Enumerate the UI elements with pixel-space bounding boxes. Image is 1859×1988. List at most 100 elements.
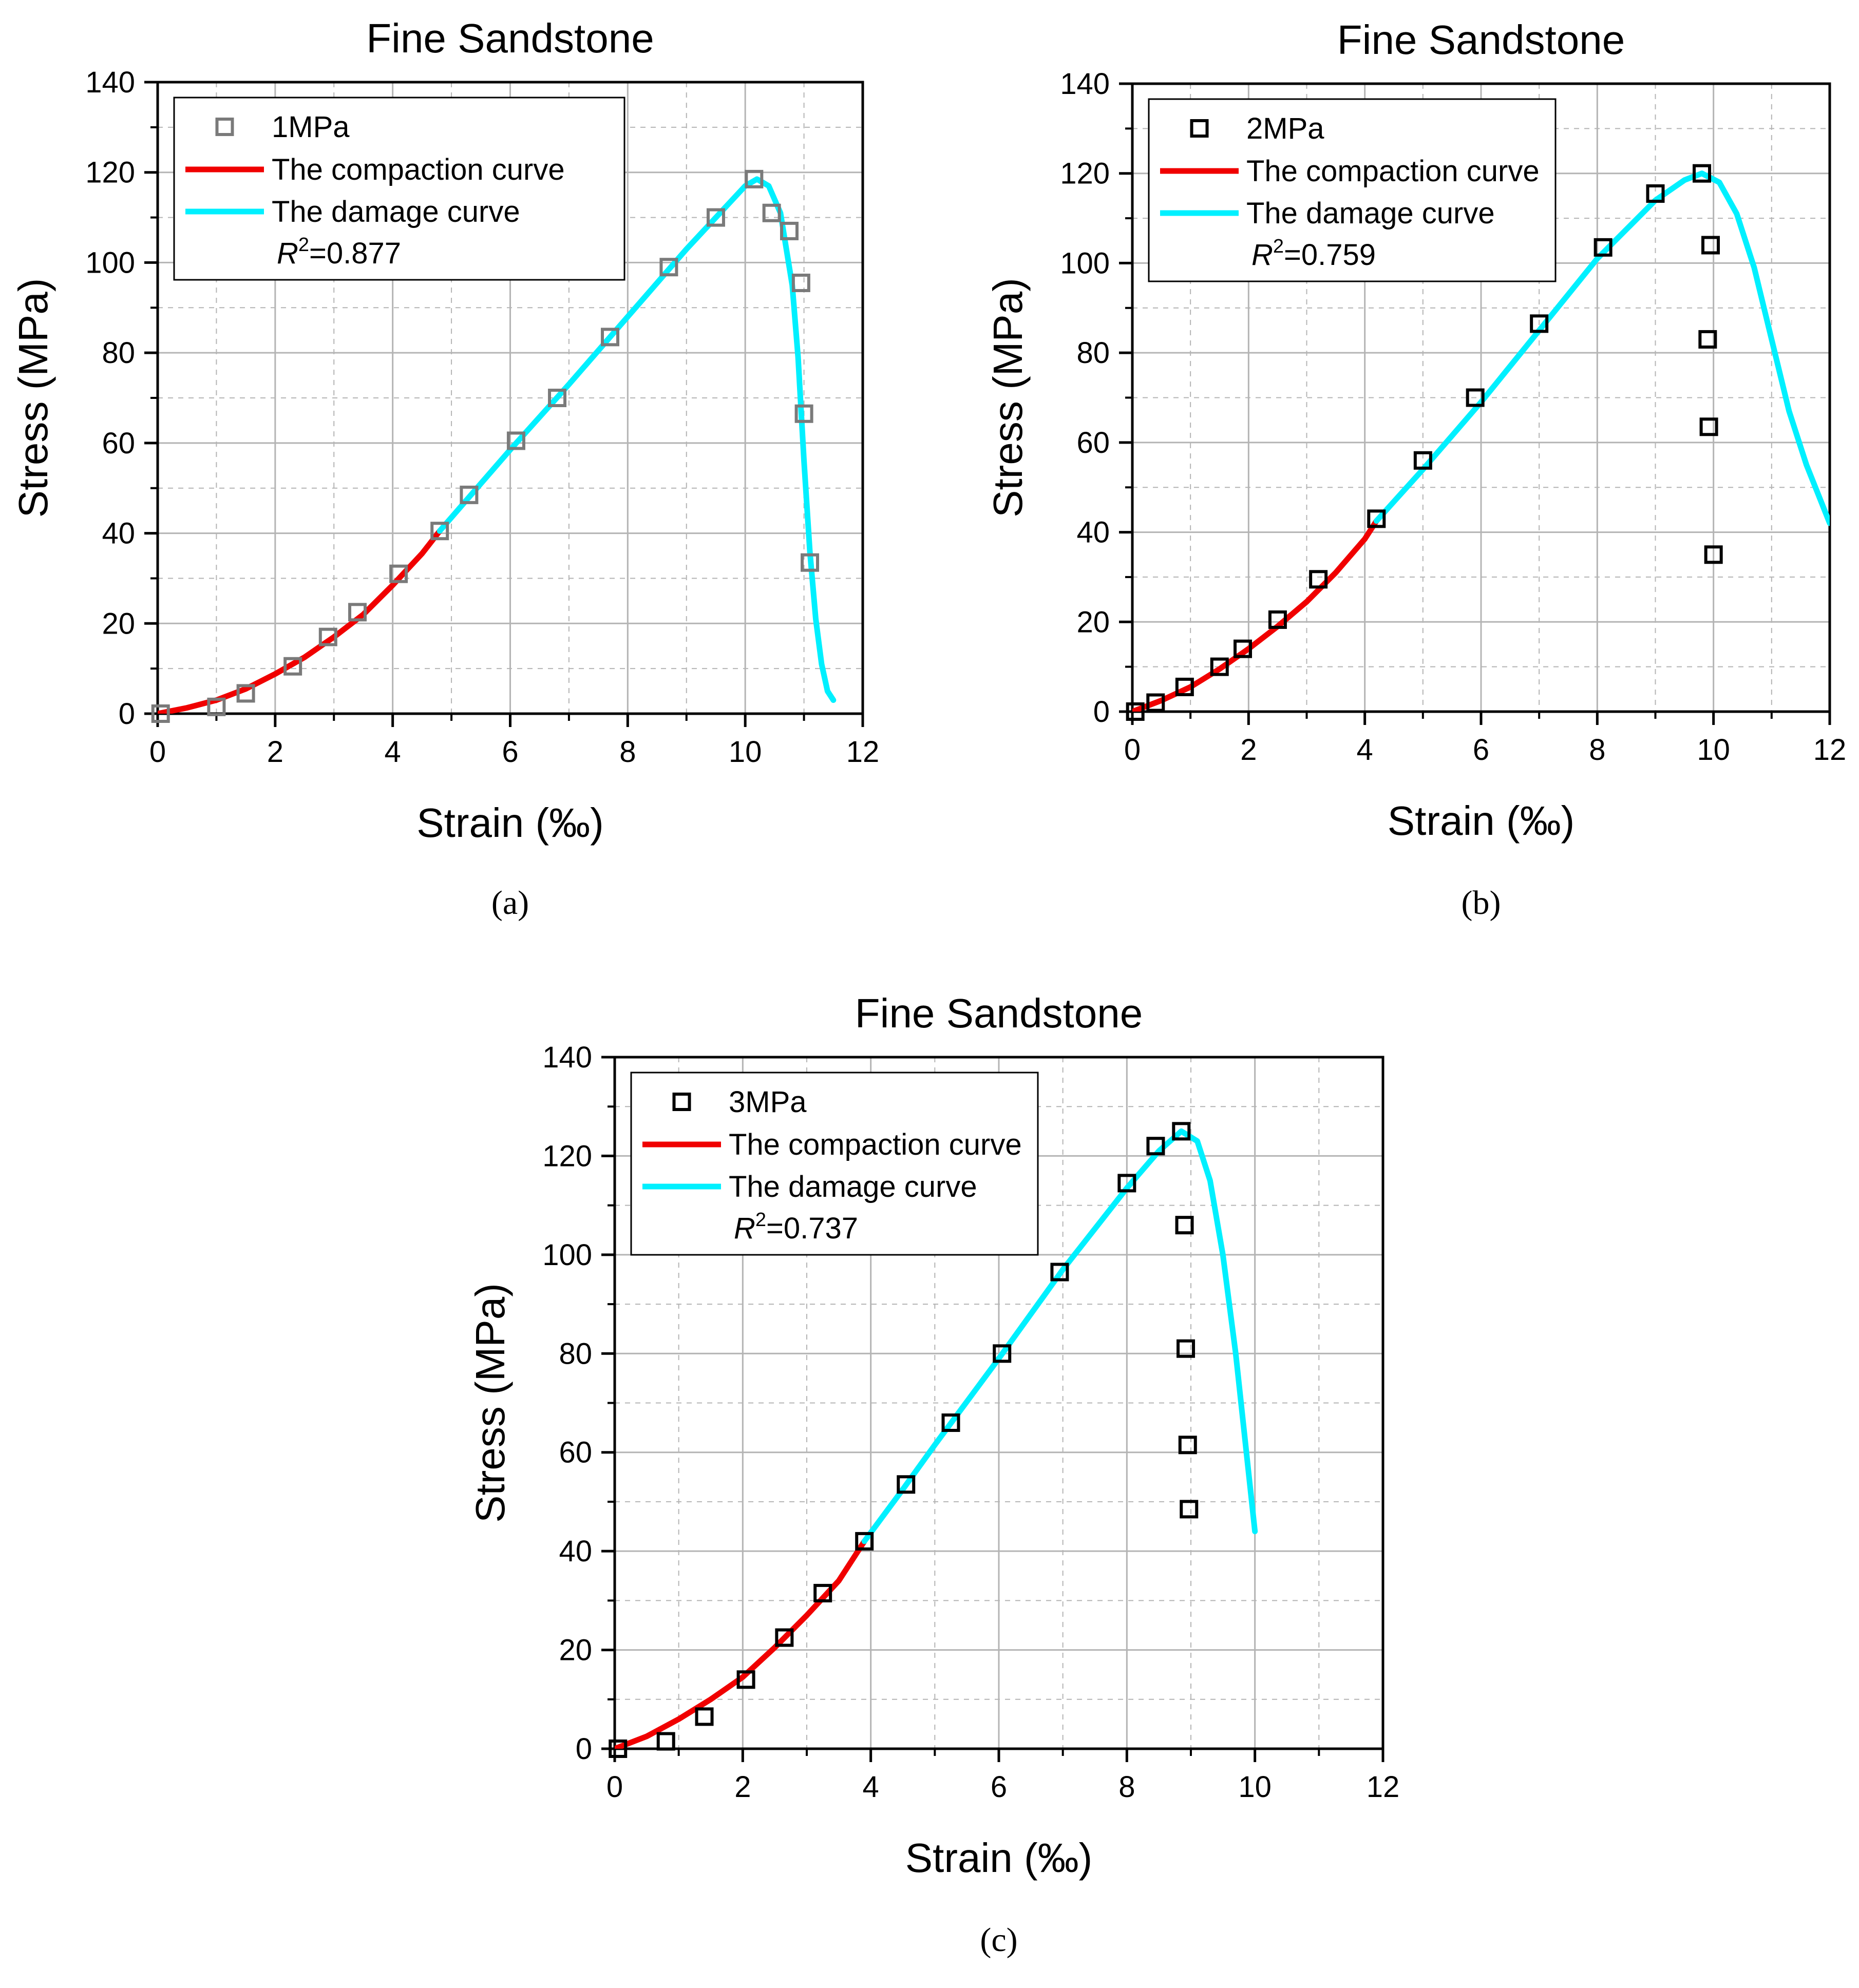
legend-marker-icon	[1190, 119, 1209, 138]
legend-marker-label: 3MPa	[729, 1085, 807, 1119]
data-point	[794, 404, 813, 423]
data-point	[1126, 702, 1145, 721]
y-tick-label: 40	[1076, 516, 1110, 549]
y-tick-label: 140	[85, 66, 135, 99]
data-point	[775, 1628, 794, 1647]
y-tick-label: 60	[1076, 426, 1110, 460]
y-tick-label: 100	[85, 246, 135, 279]
x-tick-label: 2	[1240, 733, 1257, 767]
legend-box	[173, 97, 625, 281]
panel-caption: (c)	[980, 1921, 1017, 1959]
legend-r2-annotation: R2=0.877	[277, 234, 401, 270]
legend-r2-annotation: R2=0.737	[734, 1209, 858, 1245]
x-tick-label: 2	[734, 1770, 751, 1804]
x-tick-label: 10	[1238, 1770, 1272, 1804]
data-point	[348, 603, 367, 622]
legend: 2MPa The compaction curve The damage curve…	[1148, 98, 1557, 282]
chart-title: Fine Sandstone	[1337, 17, 1625, 63]
data-point	[151, 704, 170, 723]
data-point	[1466, 388, 1485, 407]
data-point	[1693, 164, 1712, 183]
scatter-series-a	[151, 169, 820, 723]
panel-caption: (a)	[491, 884, 529, 922]
x-tick-label: 8	[1589, 733, 1605, 767]
x-tick-label: 2	[267, 735, 283, 769]
data-point	[1146, 1137, 1165, 1156]
x-tick-label: 6	[991, 1770, 1007, 1804]
legend-compaction-label: The compaction curve	[272, 153, 565, 186]
legend-r2-annotation: R2=0.759	[1251, 236, 1376, 272]
legend: 3MPa The compaction curve The damage curve…	[630, 1072, 1039, 1256]
data-point	[389, 564, 408, 583]
chart-title: Fine Sandstone	[366, 15, 654, 61]
y-tick-label: 60	[102, 427, 135, 460]
y-tick-label: 20	[559, 1634, 592, 1667]
data-point	[1268, 610, 1287, 629]
x-tick-label: 12	[1367, 1770, 1400, 1804]
legend-damage-label: The damage curve	[729, 1170, 977, 1203]
data-point	[318, 627, 337, 646]
y-tick-label: 20	[102, 607, 135, 640]
data-point	[1180, 1500, 1199, 1519]
y-tick-label: 140	[542, 1041, 592, 1074]
legend-marker-icon	[215, 118, 234, 136]
compaction-curve	[158, 528, 443, 714]
data-point	[1117, 1174, 1136, 1193]
y-tick-label: 80	[559, 1337, 592, 1370]
data-point	[791, 273, 810, 292]
x-tick-label: 0	[149, 735, 166, 769]
y-tick-label: 0	[576, 1732, 592, 1766]
x-tick-label: 10	[729, 735, 762, 769]
y-tick-label: 120	[542, 1139, 592, 1173]
data-point	[993, 1344, 1012, 1363]
legend: 1MPa The compaction curve The damage curve…	[173, 97, 625, 281]
data-point	[1210, 657, 1229, 676]
y-tick-label: 60	[559, 1436, 592, 1469]
data-point	[801, 553, 820, 572]
legend-box	[630, 1072, 1039, 1256]
x-tick-label: 10	[1697, 733, 1730, 767]
data-point	[1530, 314, 1549, 333]
data-point	[1050, 1263, 1069, 1282]
y-tick-label: 120	[1060, 157, 1110, 190]
data-point	[745, 169, 764, 188]
data-point	[1367, 509, 1386, 528]
data-point	[1701, 236, 1720, 255]
legend-compaction-label: The compaction curve	[1246, 155, 1540, 188]
x-axis-label: Strain (‰)	[905, 1835, 1093, 1881]
data-point	[1172, 1122, 1191, 1141]
x-tick-label: 8	[619, 735, 636, 769]
data-point	[1177, 1339, 1196, 1358]
data-point	[609, 1740, 628, 1758]
y-tick-label: 100	[542, 1238, 592, 1272]
x-tick-label: 4	[385, 735, 401, 769]
data-point	[1175, 1216, 1194, 1235]
damage-curve	[437, 176, 837, 703]
data-point	[1146, 693, 1165, 712]
legend-compaction-label: The compaction curve	[729, 1128, 1022, 1161]
data-point	[1699, 417, 1718, 436]
scatter-series-c	[609, 1122, 1199, 1758]
y-tick-label: 40	[102, 517, 135, 550]
scatter-series-b	[1126, 164, 1723, 721]
legend-damage-label: The damage curve	[272, 195, 520, 228]
y-tick-label: 0	[119, 697, 135, 731]
y-tick-label: 80	[102, 336, 135, 370]
data-point	[695, 1707, 714, 1726]
y-tick-label: 40	[559, 1535, 592, 1568]
data-point	[460, 485, 479, 504]
panel-caption: (b)	[1462, 884, 1501, 922]
y-axis-label: Stress (MPa)	[467, 1283, 513, 1523]
data-point	[1234, 639, 1253, 658]
data-point	[1309, 570, 1328, 589]
legend-marker-label: 2MPa	[1246, 112, 1324, 145]
data-point	[736, 1670, 755, 1689]
data-point	[1178, 1436, 1197, 1455]
data-point	[1175, 677, 1194, 696]
x-tick-label: 4	[1357, 733, 1373, 767]
y-tick-label: 20	[1076, 605, 1110, 639]
x-axis-label: Strain (‰)	[1388, 798, 1575, 844]
